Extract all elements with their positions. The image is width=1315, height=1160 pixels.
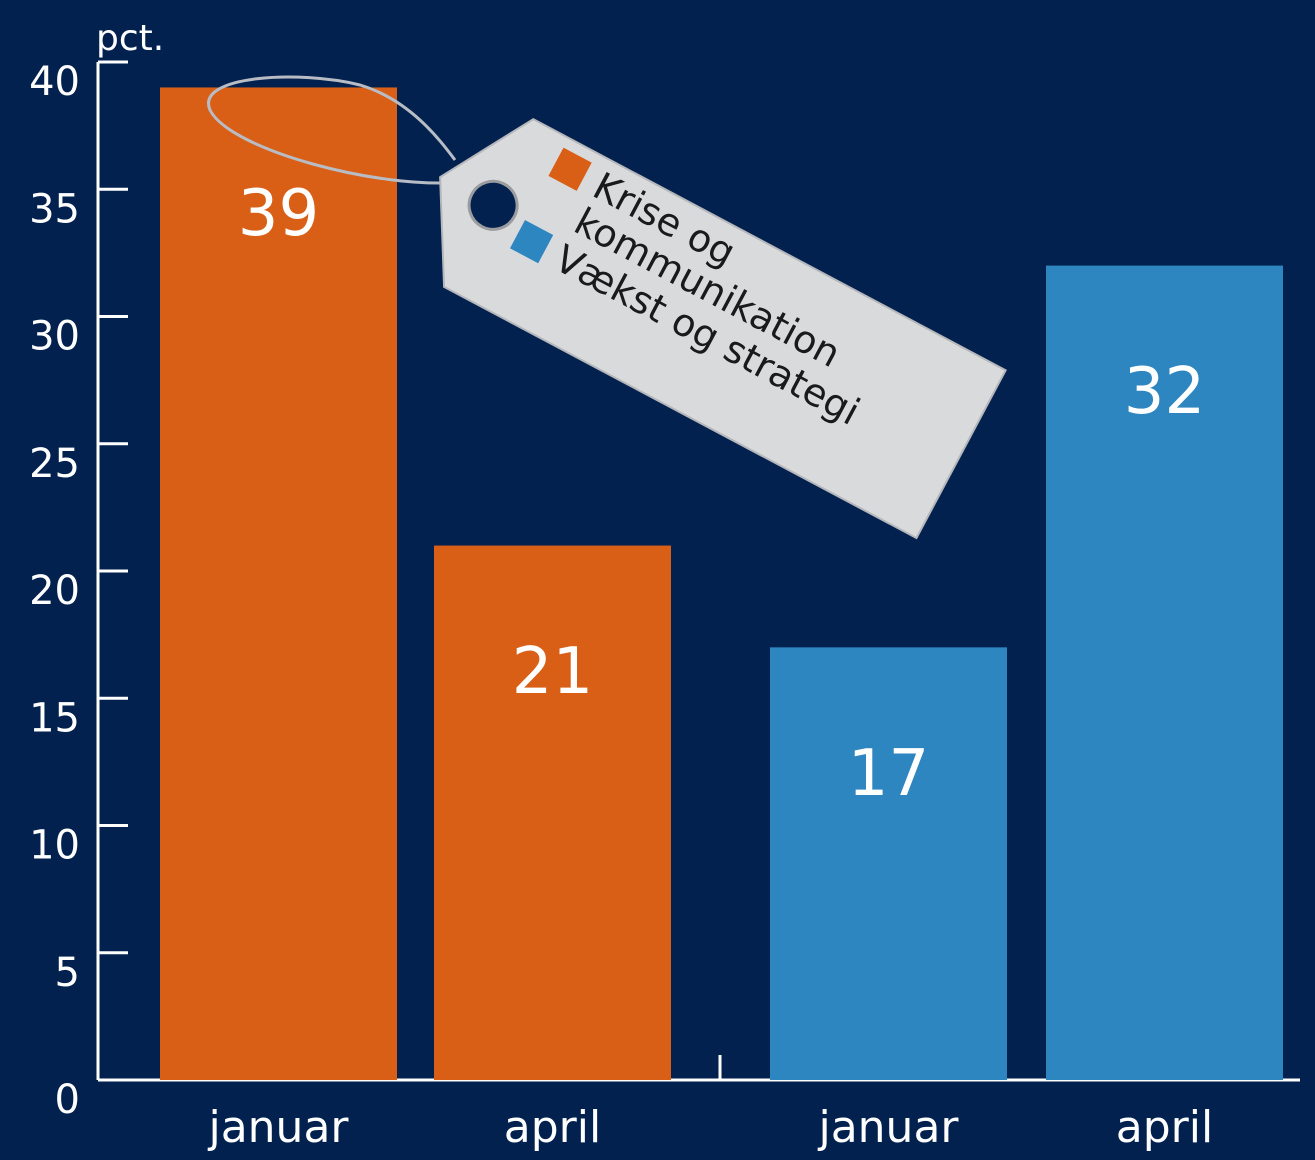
y-tick-label: 30	[29, 314, 80, 360]
x-tick-label: januar	[207, 1102, 349, 1153]
y-axis-label: pct.	[96, 18, 164, 59]
value-label: 32	[1124, 355, 1205, 429]
y-tick-label: 15	[29, 695, 80, 741]
y-tick-label: 5	[55, 950, 80, 996]
x-tick-label: april	[504, 1102, 601, 1153]
x-tick-label: januar	[817, 1102, 959, 1153]
y-tick-label: 25	[29, 441, 80, 487]
bar	[434, 546, 671, 1080]
value-label: 39	[238, 177, 319, 251]
y-tick-label: 0	[55, 1077, 80, 1123]
value-label: 17	[848, 737, 929, 811]
bar	[770, 647, 1007, 1080]
value-label: 21	[512, 635, 593, 709]
y-tick-label: 10	[29, 823, 80, 869]
x-tick-label: april	[1116, 1102, 1213, 1153]
y-tick-label: 40	[29, 59, 80, 105]
y-tick-label: 20	[29, 568, 80, 614]
y-tick-label: 35	[29, 186, 80, 232]
chart: 0 5 10 15 20 25 30 35 40 januar april januar april 3…	[0, 0, 1315, 1160]
